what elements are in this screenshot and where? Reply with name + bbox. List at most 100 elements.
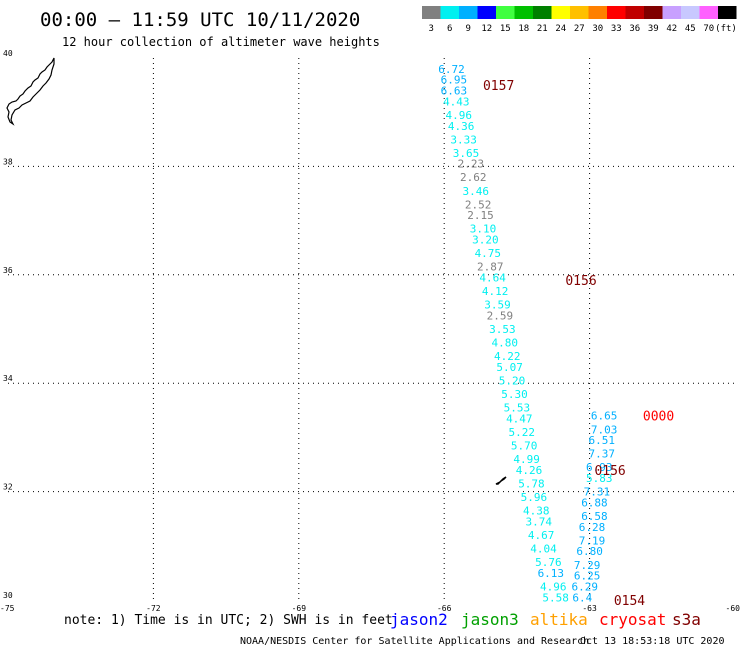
- legend-swatch: [422, 6, 441, 19]
- y-tick-label: 40: [3, 49, 13, 58]
- swh-value: 3.33: [450, 133, 477, 146]
- swh-value: 4.67: [528, 529, 555, 542]
- swh-value: 4.12: [482, 285, 509, 298]
- legend-label: 27: [574, 24, 585, 34]
- legend-swatch: [607, 6, 626, 19]
- swh-value: 5.53: [504, 402, 531, 415]
- legend-swatch: [477, 6, 496, 19]
- swh-value: 6.63: [441, 85, 468, 98]
- swh-value: 3.65: [453, 147, 480, 160]
- legend-swatch: [551, 6, 570, 19]
- legend-label: 6: [447, 24, 452, 34]
- color-legend: 3 6 9 12 15 18 21 24 27 30 33 36 39 42 45 70 (ft): [422, 6, 737, 34]
- y-tick-label: 32: [3, 483, 13, 492]
- swh-value: 4.96: [445, 109, 472, 122]
- swh-value: 2.52: [465, 198, 492, 211]
- swh-value: 6.29: [572, 580, 599, 593]
- swh-value: 2.23: [458, 158, 485, 171]
- swh-value: 4.47: [506, 412, 533, 425]
- legend-swatch: [699, 6, 718, 19]
- legend-label: 45: [685, 24, 696, 34]
- legend-label: 30: [592, 24, 603, 34]
- swh-value: 5.76: [535, 556, 562, 569]
- time-label: 0156: [594, 464, 625, 479]
- swh-value: 3.20: [472, 234, 499, 247]
- swh-value: 6.28: [579, 521, 606, 534]
- swh-value: 7.19: [579, 534, 606, 547]
- satellite-label-jason2: jason2: [390, 610, 448, 629]
- swh-value: 4.80: [492, 337, 519, 350]
- satellite-legend: jason2 jason3 altika cryosat s3a: [390, 610, 701, 629]
- legend-swatch: [570, 6, 589, 19]
- legend-label: 24: [555, 24, 566, 34]
- chart-title: 00:00 – 11:59 UTC 10/11/2020: [40, 9, 360, 31]
- swh-value: 6.65: [591, 410, 618, 423]
- x-tick-label: -63: [582, 604, 597, 613]
- swh-value: 6.25: [574, 570, 601, 583]
- swh-value: 6.72: [438, 63, 465, 76]
- legend-swatch: [625, 6, 644, 19]
- legend-swatch: [514, 6, 533, 19]
- time-label: 0154: [614, 594, 645, 609]
- legend-swatch: [644, 6, 663, 19]
- swh-value: 2.59: [487, 309, 514, 322]
- swh-value: 7.29: [574, 559, 601, 572]
- grid: [8, 58, 735, 600]
- swh-value: 5.22: [508, 426, 535, 439]
- swh-value: 3.59: [484, 299, 511, 312]
- swh-value: 7.37: [588, 448, 615, 461]
- legend-swatch: [718, 6, 737, 19]
- legend-label: 33: [611, 24, 622, 34]
- satellite-label-altika: altika: [530, 610, 588, 629]
- legend-unit: (ft): [715, 24, 737, 34]
- swh-value: 6.80: [576, 545, 603, 558]
- footer-credit: NOAA/NESDIS Center for Satellite Applica…: [240, 636, 589, 647]
- footer-note: note: 1) Time is in UTC; 2) SWH is in fe…: [64, 613, 393, 628]
- swh-value: 2.15: [467, 209, 494, 222]
- swh-value: 4.99: [513, 453, 540, 466]
- swh-value: 3.74: [525, 515, 552, 528]
- swh-value: 4.36: [448, 120, 475, 133]
- swh-value: 4.64: [479, 272, 506, 285]
- swh-value: 5.78: [518, 477, 545, 490]
- time-labels: 0157 0156 0156 0154 0000: [483, 79, 674, 609]
- y-tick-label: 38: [3, 157, 13, 166]
- footer-timestamp: Oct 13 18:53:18 UTC 2020: [580, 636, 725, 647]
- swh-value: 5.70: [511, 440, 538, 453]
- legend-label: 36: [629, 24, 640, 34]
- time-label: 0000: [643, 410, 674, 425]
- legend-label: 70: [703, 24, 714, 34]
- legend-swatch: [533, 6, 552, 19]
- swh-value: 6.58: [581, 510, 608, 523]
- swh-value: 3.46: [462, 185, 489, 198]
- legend-label: 42: [666, 24, 677, 34]
- swh-value: 2.87: [477, 261, 504, 274]
- data-points: 6.726.956.634.434.964.363.333.652.232.62…: [438, 63, 617, 604]
- legend-label: 15: [500, 24, 511, 34]
- coastline: [6, 57, 507, 485]
- swh-value: 4.96: [540, 580, 567, 593]
- legend-swatch: [662, 6, 681, 19]
- island-path: [495, 476, 507, 485]
- legend-label: 39: [648, 24, 659, 34]
- swh-value: 6.51: [588, 434, 615, 447]
- x-tick-label: -75: [0, 604, 15, 613]
- satellite-label-cryosat: cryosat: [599, 610, 666, 629]
- coastline-path: [6, 57, 55, 126]
- swh-value: 4.04: [530, 543, 557, 556]
- chart-subtitle: 12 hour collection of altimeter wave hei…: [62, 35, 380, 49]
- x-tick-label: -60: [726, 604, 740, 613]
- legend-swatch: [459, 6, 478, 19]
- legend-swatch: [588, 6, 607, 19]
- time-label: 0157: [483, 79, 514, 94]
- axis-labels: -75 -72 -69 -66 -63 -60 30 32 34 36 38 40: [0, 49, 740, 613]
- swh-value: 4.22: [494, 350, 521, 363]
- swh-value: 7.03: [591, 423, 618, 436]
- x-tick-label: -69: [292, 604, 307, 613]
- satellite-label-jason3: jason3: [461, 610, 519, 629]
- legend-label: 21: [537, 24, 548, 34]
- swh-value: 5.20: [499, 374, 526, 387]
- legend-swatch: [440, 6, 459, 19]
- x-tick-label: -66: [437, 604, 452, 613]
